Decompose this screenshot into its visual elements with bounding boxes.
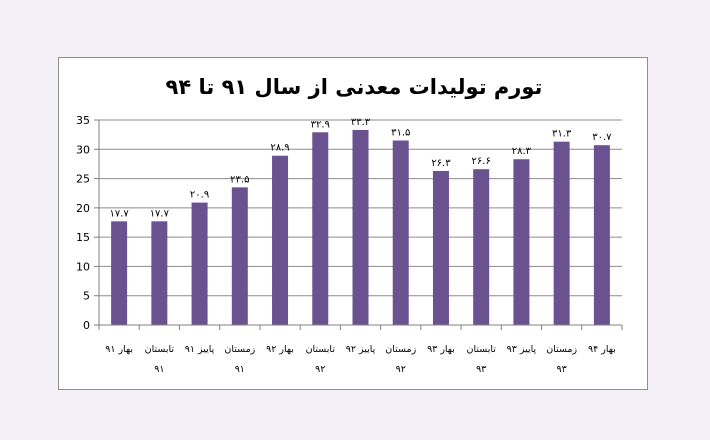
bar [151, 221, 168, 325]
bar [513, 159, 530, 325]
data-label: ۳۲.۹ [311, 119, 330, 130]
y-tick-label: 0 [83, 319, 90, 332]
x-category-label: ۹۳ [557, 364, 567, 375]
y-tick-label: 5 [83, 290, 90, 303]
bar-chart: تورم تولیدات معدنی از سال ۹۱ تا ۹۴ 0 5 10 1… [76, 75, 623, 375]
data-labels: ۱۷.۷ ۱۷.۷ ۲۰.۹ ۲۳.۵ ۲۸.۹ ۳۲.۹ ۳۳.۳ ۳۱.۵ ۲۶.۳ ۲۶.۶… [109, 117, 612, 219]
bars [111, 129, 610, 325]
x-category-label: بهار ۹۳ [427, 344, 455, 355]
bar [432, 170, 449, 325]
bar [593, 145, 610, 325]
x-category-label: ۹۱ [154, 364, 164, 375]
y-tick-label: 15 [76, 231, 90, 244]
chart-title: تورم تولیدات معدنی از سال ۹۱ تا ۹۴ [166, 75, 543, 99]
x-category-label: پاییز ۹۲ [346, 344, 376, 355]
x-category-label: زمستان [224, 344, 255, 355]
x-category-label: ۹۱ [235, 364, 245, 375]
x-category-label: ۹۳ [476, 364, 486, 375]
bar [272, 155, 289, 325]
data-label: ۳۳.۳ [351, 117, 371, 128]
x-category-label: بهار ۹۱ [105, 344, 133, 355]
data-label: ۲۳.۵ [230, 174, 249, 185]
data-label: ۳۱.۵ [391, 128, 410, 139]
bar [392, 140, 409, 325]
bar [191, 202, 208, 325]
x-category-label: زمستان [385, 344, 416, 355]
axes: 0 5 10 15 20 25 30 35 [76, 114, 623, 332]
y-tick-label: 25 [76, 173, 90, 186]
chart-frame: تورم تولیدات معدنی از سال ۹۱ تا ۹۴ 0 5 10 1… [58, 57, 648, 390]
data-label: ۲۸.۹ [270, 143, 289, 154]
x-category-label: تابستان [466, 344, 496, 355]
x-category-label: بهار ۹۲ [266, 344, 294, 355]
x-category-label: ۹۲ [315, 364, 325, 375]
data-label: ۱۷.۷ [150, 208, 170, 219]
data-label: ۲۰.۹ [190, 190, 209, 201]
data-label: ۲۶.۶ [472, 156, 491, 167]
x-category-label: پاییز ۹۱ [185, 344, 215, 355]
data-label: ۱۷.۷ [109, 208, 129, 219]
x-category-label: زمستان [546, 344, 577, 355]
y-tick-label: 10 [76, 260, 90, 273]
bar [312, 132, 329, 325]
x-category-label: ۹۲ [396, 364, 406, 375]
x-category-label: پاییز ۹۳ [507, 344, 537, 355]
data-label: ۲۸.۳ [512, 146, 532, 157]
bar [352, 129, 369, 325]
category-labels: بهار ۹۱ تابستان ۹۱ پاییز ۹۱ زمستان ۹۱ بهار ۹۲ ت… [105, 344, 616, 375]
y-tick-label: 20 [76, 202, 90, 215]
x-category-label: تابستان [145, 344, 175, 355]
data-label: ۳۰.۷ [592, 132, 612, 143]
x-category-label: بهار ۹۴ [588, 344, 616, 355]
bar [553, 141, 570, 325]
y-tick-label: 30 [76, 143, 90, 156]
bar [473, 169, 490, 325]
data-label: ۲۶.۳ [431, 158, 451, 169]
bar [111, 221, 128, 325]
y-tick-label: 35 [76, 114, 90, 127]
x-category-label: تابستان [306, 344, 336, 355]
bar [231, 187, 248, 325]
data-label: ۳۱.۳ [552, 129, 572, 140]
